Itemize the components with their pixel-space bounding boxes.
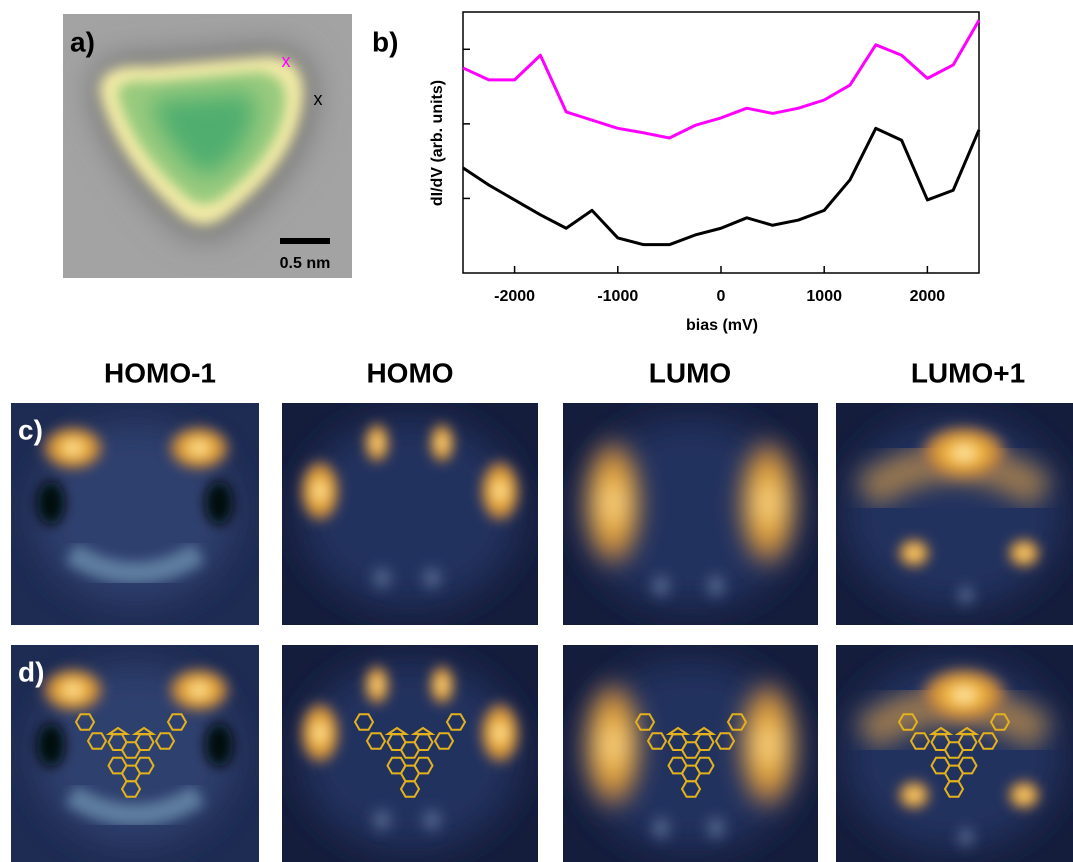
scale-bar [280, 238, 330, 244]
spectrum-line [463, 20, 979, 138]
x-tick-label: -1000 [597, 288, 638, 305]
panel-label: b) [372, 26, 398, 57]
orbital-title: HOMO-1 [104, 357, 216, 388]
stm-image [563, 645, 818, 862]
orbital-title: LUMO [649, 357, 731, 388]
spectra-chart: bias (mV) dI/dV (arb. units) -2000 -1000 0… [429, 12, 979, 334]
spectrum-line [463, 128, 979, 244]
orbital-title: HOMO [366, 357, 453, 388]
orbital-title: LUMO+1 [911, 357, 1025, 388]
scale-bar-label: 0.5 nm [280, 255, 331, 272]
x-axis-label: bias (mV) [686, 317, 758, 334]
y-axis-label: dI/dV (arb. units) [429, 80, 446, 206]
x-tick-label: 0 [717, 288, 726, 305]
stm-image [282, 403, 538, 625]
panel-label: d) [18, 656, 44, 687]
panel-label: c) [18, 414, 43, 445]
x-tick-label: -2000 [494, 288, 535, 305]
marker: x [282, 51, 291, 71]
marker: x [314, 89, 323, 109]
figure: a) x x 0.5 nm b) bias (mV) dI/dV (arb. u… [0, 0, 1073, 862]
stm-image [11, 645, 259, 862]
stm-image [563, 403, 818, 625]
stm-image [836, 403, 1073, 625]
stm-image [836, 645, 1073, 862]
panel-label: a) [70, 26, 95, 57]
stm-image [11, 403, 259, 625]
x-tick-label: 2000 [910, 288, 946, 305]
stm-image [282, 645, 538, 862]
x-tick-label: 1000 [806, 288, 842, 305]
